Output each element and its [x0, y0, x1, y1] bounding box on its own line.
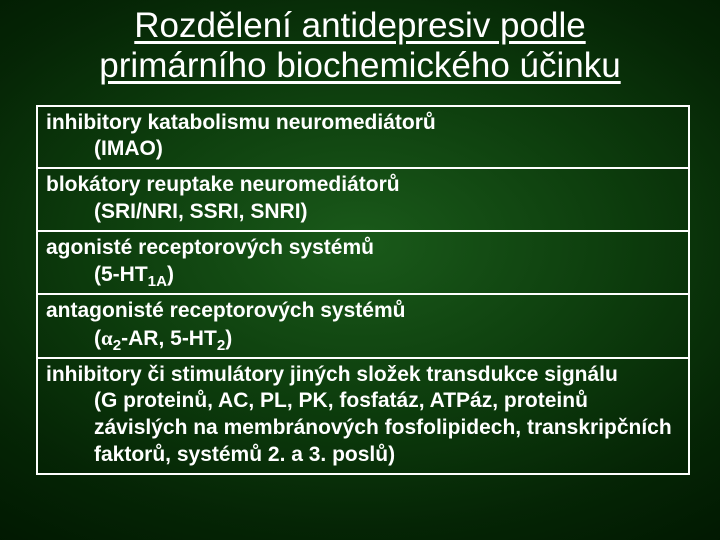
classification-table: inhibitory katabolismu neuromediátorů (I…: [36, 105, 690, 476]
row-sub: (5-HT1A): [46, 262, 680, 289]
slide-title: Rozdělení antidepresiv podle primárního …: [0, 0, 720, 95]
row-sub: (G proteinů, AC, PL, PK, fosfatáz, ATPáz…: [46, 388, 680, 469]
row-main: antagonisté receptorových systémů: [46, 299, 405, 322]
table-row: antagonisté receptorových systémů (α2-AR…: [38, 293, 688, 357]
table-row: inhibitory či stimulátory jiných složek …: [38, 357, 688, 474]
table-row: agonisté receptorových systémů (5-HT1A): [38, 230, 688, 293]
row-sub: (SRI/NRI, SSRI, SNRI): [46, 199, 680, 226]
title-line-1: Rozdělení antidepresiv podle: [134, 6, 585, 45]
table-row: blokátory reuptake neuromediátorů (SRI/N…: [38, 167, 688, 230]
table-row: inhibitory katabolismu neuromediátorů (I…: [38, 107, 688, 168]
row-main: inhibitory či stimulátory jiných složek …: [46, 363, 618, 386]
row-sub: (IMAO): [46, 136, 680, 163]
row-main: blokátory reuptake neuromediátorů: [46, 173, 400, 196]
row-main: inhibitory katabolismu neuromediátorů: [46, 111, 436, 134]
row-main: agonisté receptorových systémů: [46, 236, 374, 259]
title-line-2: primárního biochemického účinku: [99, 46, 620, 85]
row-sub: (α2-AR, 5-HT2): [46, 325, 680, 353]
